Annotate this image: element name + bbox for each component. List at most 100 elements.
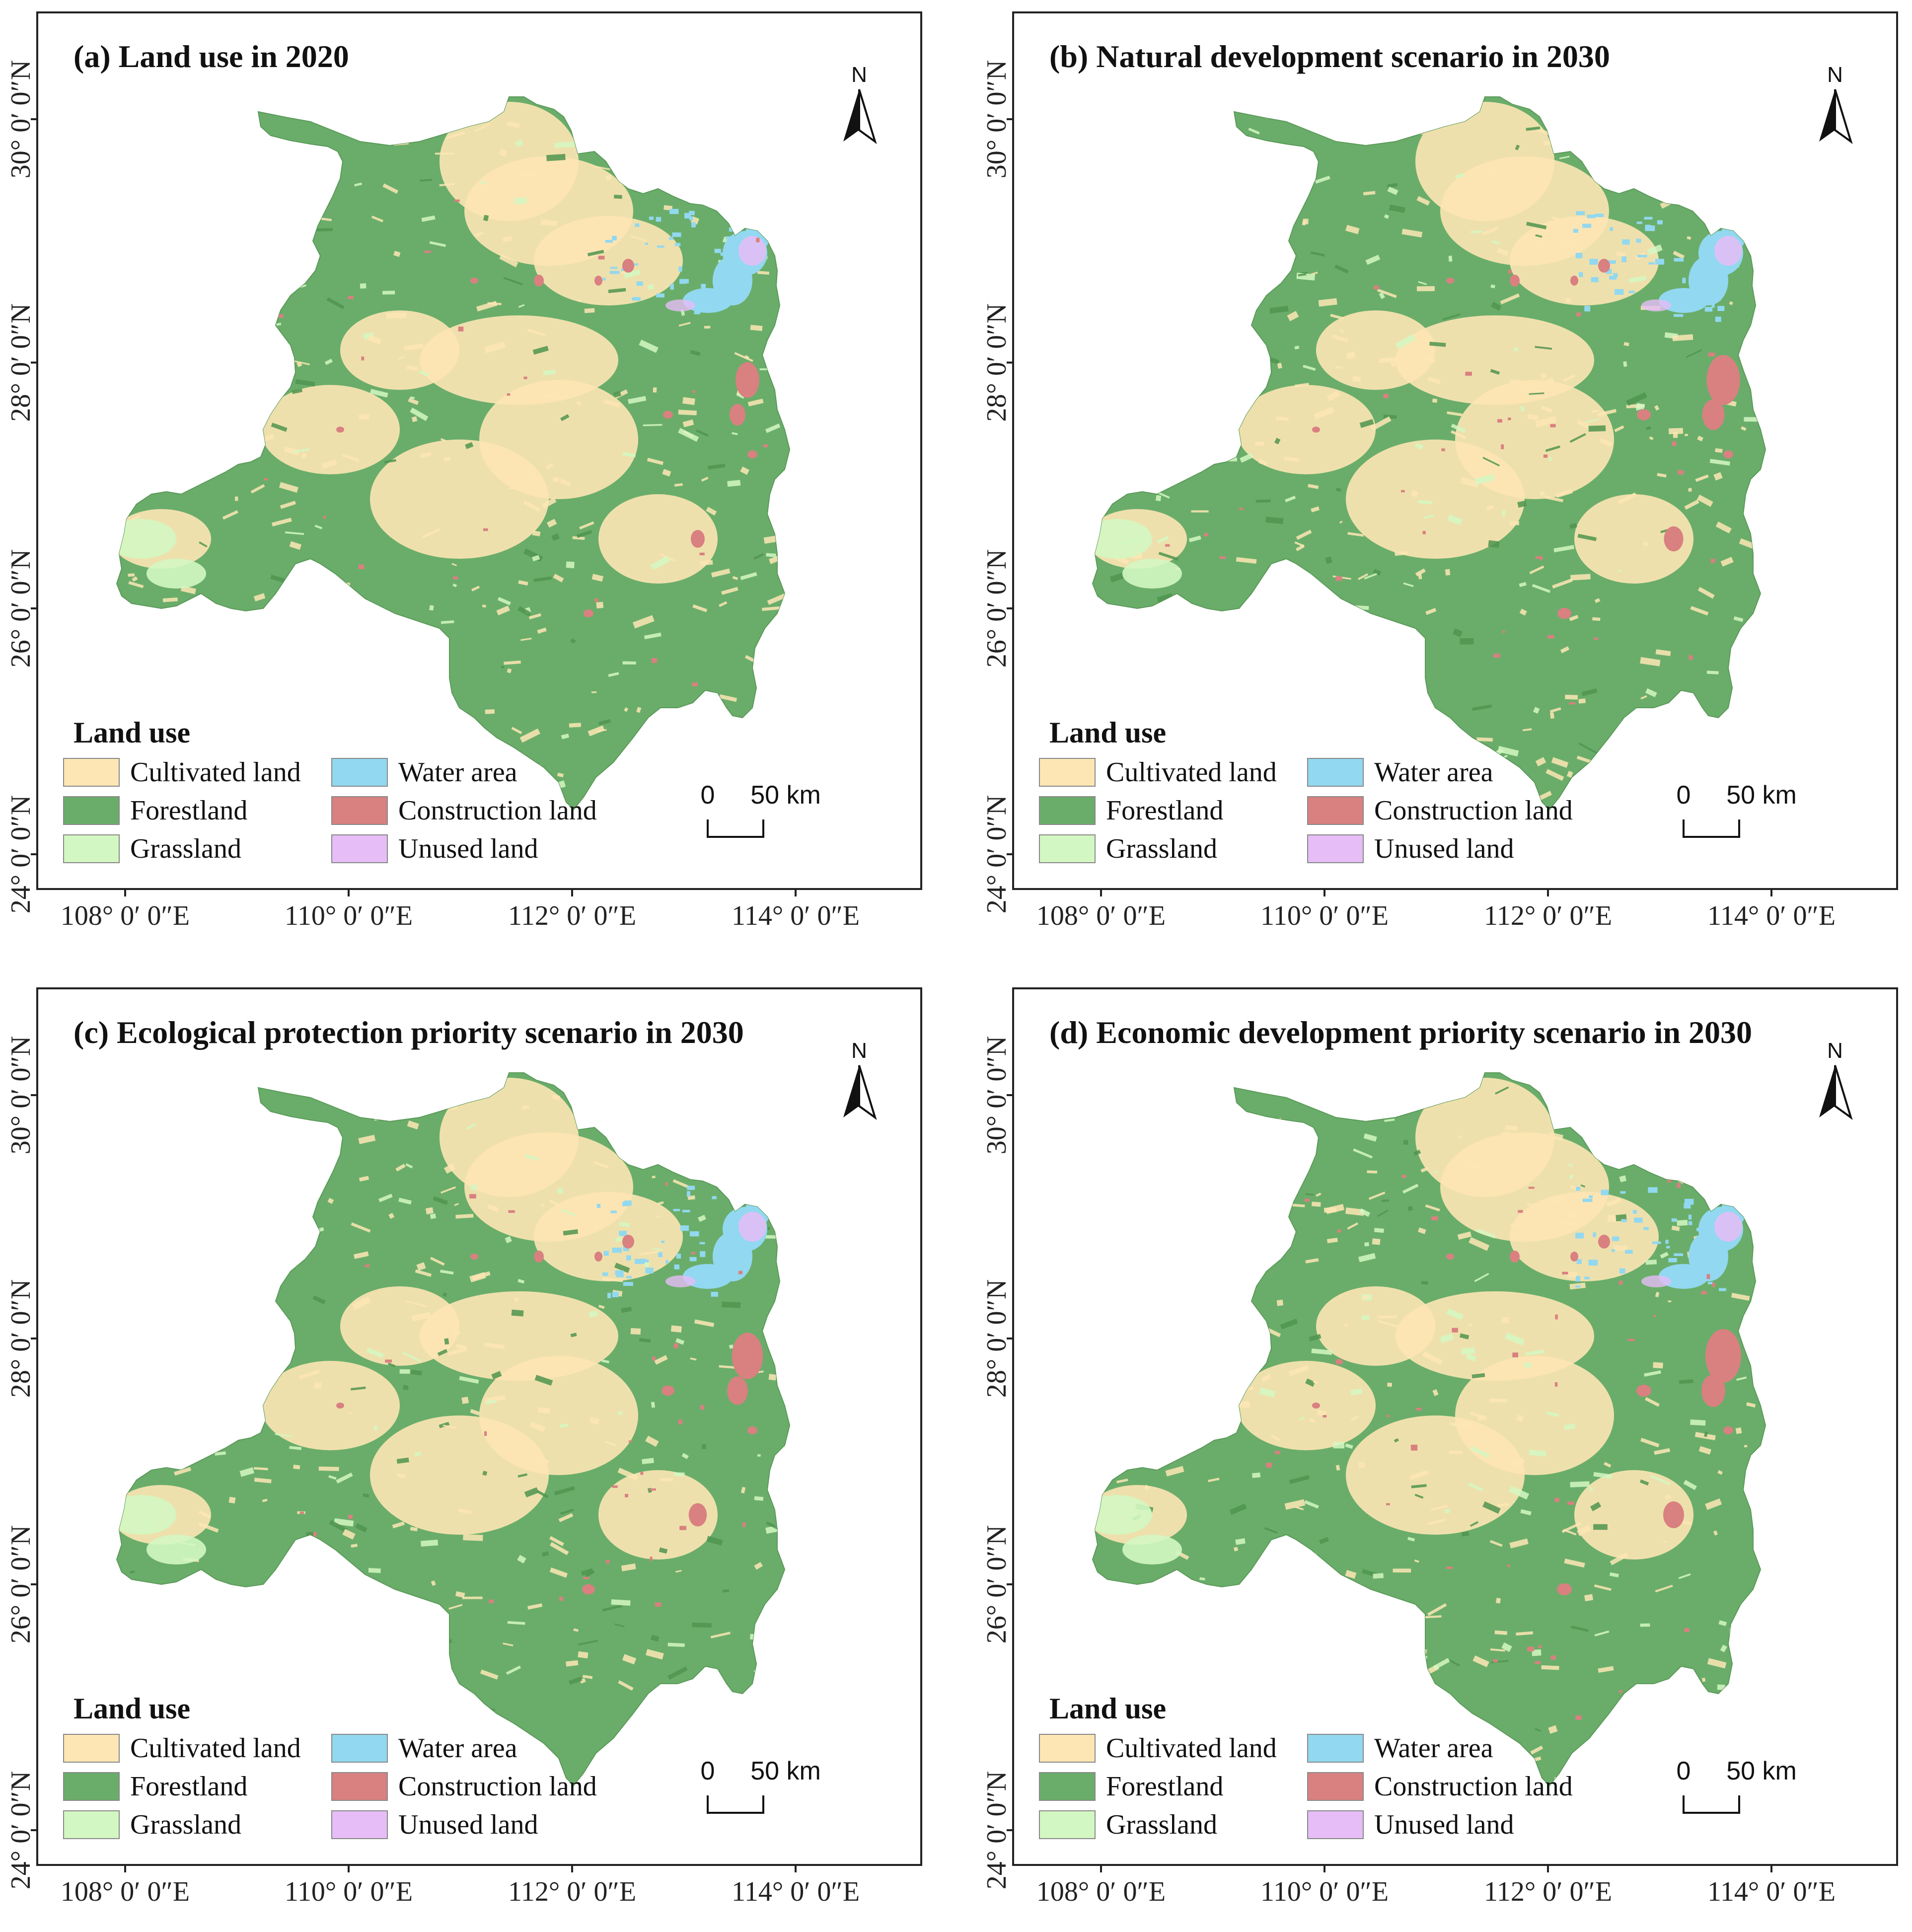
cultivated-fleck	[411, 416, 418, 422]
grassland-fleck	[732, 432, 738, 436]
cultivated-fleck	[1505, 1125, 1518, 1131]
cultivated-fleck	[518, 580, 528, 586]
cultivated-fleck	[1294, 1506, 1304, 1511]
dense-forest-fleck	[708, 463, 726, 470]
cultivated-fleck	[359, 414, 369, 420]
cultivated-fleck	[515, 173, 536, 177]
construction-fleck	[1710, 559, 1715, 563]
legend-label: Unused land	[398, 833, 538, 864]
grassland-fleck	[360, 283, 367, 289]
cultivated-fleck	[520, 637, 532, 641]
construction-fleck	[1550, 424, 1556, 428]
dense-forest-fleck	[1449, 1659, 1461, 1667]
construction-fleck	[359, 564, 365, 570]
map-panel-c: (c) Ecological protection priority scena…	[0, 976, 956, 1932]
water-fleck	[1701, 1274, 1707, 1277]
grassland-fleck	[1304, 1500, 1319, 1509]
cultivated-fleck	[487, 1204, 499, 1212]
cultivated-fleck	[1416, 286, 1435, 292]
construction-fleck	[1383, 394, 1389, 398]
cultivated-fleck	[1548, 1132, 1564, 1141]
cultivated-fleck	[622, 1654, 637, 1665]
water-fleck	[622, 1201, 630, 1206]
water-fleck	[1652, 1241, 1661, 1244]
cultivated-fleck	[1296, 544, 1305, 551]
construction-fleck	[1543, 454, 1548, 458]
cultivated-fleck	[1578, 698, 1586, 704]
legend-label: Forestland	[130, 795, 247, 826]
water-fleck	[649, 217, 654, 220]
scale-zero: 0	[1677, 1757, 1691, 1785]
x-tick-label: 110° 0′ 0″E	[1260, 1876, 1389, 1907]
grassland-fleck	[757, 1454, 761, 1457]
construction-fleck	[652, 1356, 656, 1361]
y-tick-label: 26° 0′ 0″N	[981, 549, 1012, 668]
cultivated-fleck	[321, 459, 337, 469]
cultivated-fleck	[692, 604, 708, 612]
construction-patch	[1637, 409, 1651, 421]
dense-forest-fleck	[130, 1570, 135, 1574]
north-label: N	[851, 1039, 867, 1063]
construction-fleck	[738, 1270, 743, 1274]
water-fleck	[635, 223, 640, 227]
dense-forest-fleck	[1529, 392, 1544, 395]
construction-patch	[1664, 526, 1684, 552]
construction-fleck	[1501, 444, 1504, 449]
dense-forest-fleck	[1526, 222, 1547, 229]
water-fleck	[1589, 1195, 1593, 1198]
cultivated-fleck	[448, 1604, 463, 1610]
legend-swatch	[331, 1734, 388, 1763]
dense-forest-fleck	[532, 346, 549, 355]
dense-forest-fleck	[1482, 1501, 1501, 1514]
cultivated-fleck	[1331, 334, 1349, 343]
grassland-fleck	[1720, 1644, 1727, 1652]
construction-patch	[1663, 1501, 1684, 1528]
grassland-fleck	[566, 561, 575, 569]
cultivated-fleck	[1570, 574, 1591, 581]
cultivated-fleck	[754, 1561, 763, 1570]
grassland-fleck	[1650, 1475, 1670, 1486]
grassland-patch	[147, 1535, 206, 1564]
y-tick-label: 28° 0′ 0″N	[5, 1279, 36, 1398]
legend-swatch	[63, 758, 120, 787]
water-fleck	[1665, 1240, 1669, 1244]
construction-fleck	[1508, 270, 1512, 274]
construction-fleck	[348, 1515, 353, 1519]
dense-forest-fleck	[1490, 369, 1500, 375]
grassland-fleck	[1585, 418, 1600, 424]
water-fleck	[1682, 278, 1686, 284]
cultivated-fleck	[1350, 1415, 1359, 1421]
dense-forest-fleck	[569, 1676, 583, 1685]
y-tick-label: 26° 0′ 0″N	[5, 1525, 36, 1643]
water-fleck	[1648, 1187, 1658, 1193]
water-fleck	[1606, 260, 1616, 264]
grassland-fleck	[1618, 570, 1621, 572]
map-svg: (a) Land use in 2020 N Land use Cultivated …	[5, 11, 922, 931]
construction-patch	[691, 530, 705, 548]
dense-forest-fleck	[570, 638, 576, 644]
construction-patch	[336, 1403, 344, 1409]
cultivated-fleck	[1673, 250, 1685, 259]
water-fleck	[1632, 1210, 1637, 1214]
cultivated-fleck	[583, 1211, 590, 1215]
legend-swatch	[331, 834, 388, 863]
grassland-fleck	[1471, 230, 1483, 233]
construction-fleck	[489, 1599, 494, 1603]
construction-fleck	[469, 1194, 476, 1199]
cultivated-fleck	[1665, 1494, 1671, 1500]
legend-title: Land use	[74, 1692, 190, 1725]
water-fleck	[602, 278, 606, 281]
cultivated-fleck	[675, 1569, 682, 1573]
construction-fleck	[665, 1182, 668, 1186]
grassland-fleck	[1619, 1175, 1627, 1183]
grassland-fleck	[628, 396, 647, 404]
cultivated-fleck	[445, 131, 465, 140]
cultivated-fleck	[1564, 1211, 1577, 1219]
water-fleck	[1715, 316, 1721, 322]
water-fleck	[1655, 259, 1664, 265]
construction-fleck	[583, 1576, 589, 1579]
construction-fleck	[1528, 1187, 1535, 1189]
grassland-fleck	[410, 407, 429, 421]
legend-label: Cultivated land	[130, 1733, 301, 1764]
grassland-fleck	[681, 1453, 689, 1459]
